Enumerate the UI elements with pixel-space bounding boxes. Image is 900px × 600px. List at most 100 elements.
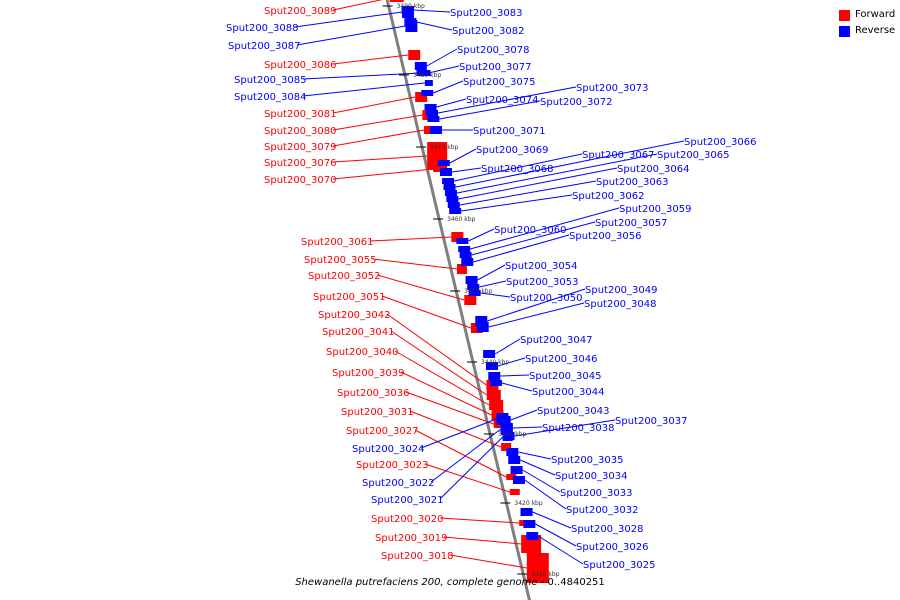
gene-label: Sput200_3085 [234,75,307,86]
map-caption: Shewanella putrefaciens 200, complete ge… [0,577,900,588]
gene-label: Sput200_3023 [356,460,429,471]
gene-feature [508,456,521,464]
reverse-gene: Sput200_3065 [444,150,730,196]
reverse-gene: Sput200_3063 [447,177,669,208]
leader-line [376,274,465,301]
leader-line [497,357,526,367]
gene-label: Sput200_3066 [684,137,757,148]
tick-label: 3440 kbp [481,359,509,366]
gene-label: Sput200_3025 [583,560,656,571]
gene-label: Sput200_3028 [571,524,644,535]
leader-line [455,140,685,188]
tick: 3420 kbp [500,500,543,507]
tick-label: 3420 kbp [514,500,542,507]
gene-label: Sput200_3024 [352,444,425,455]
gene-feature [500,424,513,432]
forward-gene: Sput200_3031 [341,407,512,451]
forward-gene: Sput200_3086 [264,50,421,71]
leader-line [332,54,409,65]
gene-label: Sput200_3080 [264,126,337,137]
gene-label: Sput200_3060 [494,225,567,236]
leader-line [437,86,577,114]
gene-feature [456,264,467,274]
tick: 3460 kbp [433,216,476,223]
gene-label: Sput200_3089 [264,6,337,17]
gene-label: Sput200_3018 [381,551,454,562]
gene-feature [489,400,504,410]
gene-label: Sput200_3033 [560,488,633,499]
forward-gene: Sput200_3020 [371,514,530,526]
gene-feature [444,190,457,196]
gene-label: Sput200_3062 [572,191,645,202]
legend-label-reverse: Reverse [855,25,896,36]
leader-line [480,292,511,298]
forward-gene: Sput200_3023 [356,460,520,495]
gene-label: Sput200_3053 [506,277,579,288]
reverse-gene: Sput200_3046 [485,354,598,370]
leader-line [416,21,453,31]
reverse-gene: Sput200_3033 [510,466,633,499]
reverse-gene: Sput200_3032 [512,476,639,516]
leader-line [381,295,472,329]
gene-label: Sput200_3067 [582,150,655,161]
forward-gene: Sput200_3018 [381,551,549,583]
forward-gene: Sput200_3061 [301,232,464,248]
tick: 3480 kbp [398,72,441,79]
gene-label: Sput200_3061 [301,237,374,248]
leader-line [400,371,492,416]
leader-line [433,80,464,94]
reverse-gene: Sput200_3073 [425,83,649,116]
leader-line [332,129,425,147]
gene-feature [510,466,523,474]
gene-feature [523,520,536,528]
genome-title: Shewanella putrefaciens 200, complete ge… [295,577,538,588]
tick-label: 3410 kbp [531,571,559,578]
gene-label: Sput200_3063 [596,177,669,188]
gene-feature [433,166,444,172]
reverse-gene: Sput200_3043 [498,406,610,424]
gene-label: Sput200_3055 [304,255,377,266]
leader-line [500,374,530,377]
gene-feature [461,258,474,266]
reverse-gene: Sput200_3071 [429,126,546,137]
gene-feature [458,246,471,252]
gene-feature [520,508,533,516]
forward-gene: Sput200_3089 [264,0,404,17]
leader-line [439,517,520,524]
gene-feature [467,284,480,290]
leader-line [494,338,521,355]
gene-feature [415,92,428,102]
reverse-gene: Sput200_3060 [456,225,567,244]
leader-line [535,523,577,547]
gene-label: Sput200_3044 [532,387,605,398]
genome-range: - 0..4840251 [537,577,605,588]
reverse-gene: Sput200_3053 [467,277,579,290]
tick: 3490 kbp [382,3,425,10]
reverse-gene: Sput200_3049 [475,285,658,326]
gene-feature [498,416,511,424]
leader-line [332,155,428,163]
gene-label: Sput200_3070 [264,175,337,186]
leader-line [439,436,504,500]
gene-feature [476,322,489,332]
gene-label: Sput200_3051 [313,292,386,303]
gene-feature [414,62,427,70]
leader-line [510,409,538,421]
leader-line [451,167,482,173]
gene-feature [488,372,501,380]
gene-label: Sput200_3037 [615,416,688,427]
leader-line [453,153,583,182]
gene-feature [425,110,438,116]
gene-feature [465,276,478,284]
reverse-swatch [839,26,850,37]
gene-feature [429,126,442,134]
tick-label: 3450 kbp [464,288,492,295]
gene-label: Sput200_3019 [375,533,448,544]
leader-line [428,65,460,74]
gene-label: Sput200_3022 [362,478,435,489]
forward-gene: Sput200_3081 [264,92,428,120]
leader-line [488,302,585,328]
gene-label: Sput200_3026 [576,542,649,553]
leader-line [520,459,556,476]
